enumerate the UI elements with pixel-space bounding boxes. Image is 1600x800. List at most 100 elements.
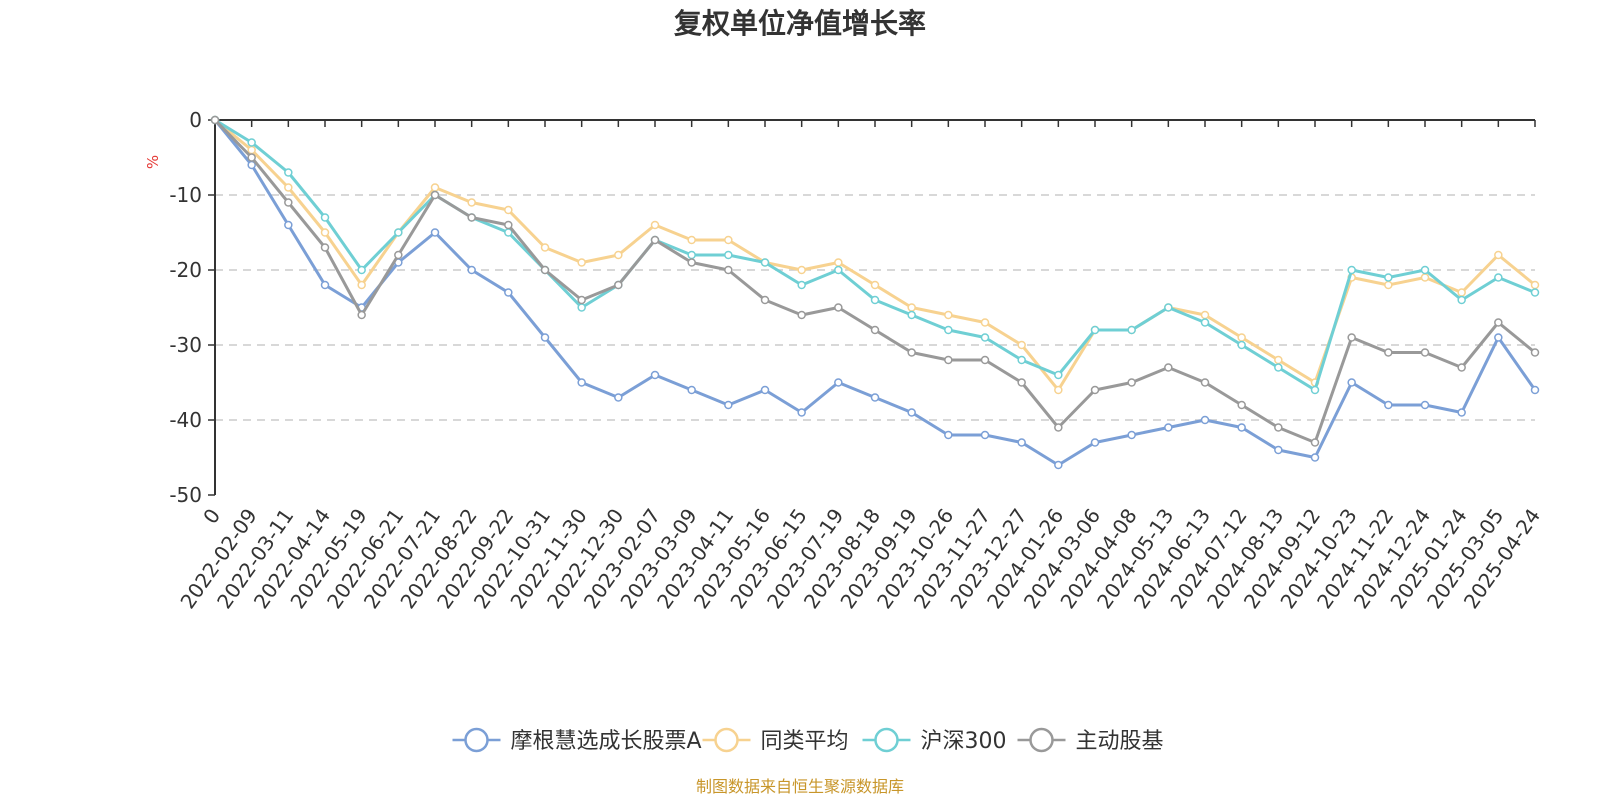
data-point bbox=[1494, 318, 1503, 327]
data-point bbox=[540, 333, 550, 342]
data-point bbox=[614, 280, 623, 290]
data-point bbox=[1420, 348, 1430, 357]
data-point bbox=[797, 408, 806, 417]
data-point bbox=[907, 310, 916, 320]
data-point bbox=[1274, 363, 1283, 372]
data-point bbox=[797, 280, 806, 290]
data-point bbox=[540, 265, 550, 275]
x-tick-label: 0 bbox=[198, 504, 225, 528]
data-point bbox=[1530, 348, 1540, 357]
data-point bbox=[1384, 348, 1393, 357]
data-point bbox=[1457, 295, 1466, 305]
data-point bbox=[724, 250, 733, 260]
data-point bbox=[577, 295, 586, 305]
data-point bbox=[1200, 378, 1210, 387]
data-point bbox=[430, 190, 440, 200]
data-point bbox=[1200, 415, 1210, 425]
legend-marker bbox=[1029, 727, 1054, 753]
data-point bbox=[760, 258, 770, 267]
data-point bbox=[1127, 325, 1136, 335]
data-point bbox=[907, 303, 916, 312]
data-point bbox=[1420, 265, 1430, 275]
legend-marker bbox=[874, 727, 899, 753]
data-point bbox=[394, 250, 403, 260]
series-group bbox=[210, 115, 1540, 395]
data-point bbox=[1054, 370, 1063, 380]
legend-label: 同类平均 bbox=[761, 729, 849, 754]
data-point bbox=[284, 220, 293, 230]
y-tick-label: -10 bbox=[169, 183, 202, 207]
data-point bbox=[247, 145, 256, 155]
data-point bbox=[320, 280, 330, 290]
data-point bbox=[1127, 430, 1136, 440]
data-point bbox=[1494, 250, 1503, 260]
data-point bbox=[1384, 400, 1393, 410]
data-point bbox=[870, 280, 880, 290]
legend-label: 摩根慧选成长股票A bbox=[511, 729, 702, 754]
data-point bbox=[1200, 310, 1210, 320]
data-point bbox=[1530, 280, 1540, 290]
data-point bbox=[1237, 400, 1246, 410]
data-point bbox=[430, 228, 440, 237]
data-point bbox=[944, 325, 953, 335]
legend-marker bbox=[464, 727, 489, 753]
series-line bbox=[214, 118, 1536, 392]
data-point bbox=[834, 378, 843, 387]
legend: 摩根慧选成长股票A 同类平均 沪深300 主动股基 bbox=[452, 727, 1164, 754]
series-line bbox=[214, 118, 1536, 392]
data-point bbox=[650, 235, 660, 245]
data-point bbox=[1017, 340, 1026, 350]
data-point bbox=[1054, 460, 1063, 470]
y-tick-label: -20 bbox=[169, 258, 202, 282]
data-point bbox=[467, 213, 476, 222]
data-point bbox=[907, 348, 916, 357]
data-point bbox=[320, 243, 330, 252]
data-point bbox=[1090, 325, 1100, 335]
data-point bbox=[1237, 423, 1246, 432]
data-point bbox=[1237, 333, 1246, 342]
data-point bbox=[1530, 288, 1540, 297]
data-point bbox=[467, 198, 476, 207]
data-point bbox=[1494, 273, 1503, 282]
data-point bbox=[1457, 363, 1466, 372]
data-point bbox=[1274, 355, 1283, 365]
legend-item: 摩根慧选成长股票A bbox=[452, 727, 702, 754]
data-point bbox=[797, 265, 806, 275]
data-point bbox=[504, 288, 513, 297]
data-point bbox=[980, 333, 990, 342]
y-tick-label: -40 bbox=[169, 408, 202, 432]
data-point bbox=[687, 258, 696, 267]
data-point bbox=[1200, 318, 1210, 327]
data-point bbox=[1457, 408, 1466, 417]
data-point bbox=[1017, 438, 1026, 447]
data-point bbox=[1164, 423, 1173, 432]
data-point bbox=[980, 355, 990, 365]
data-point bbox=[1090, 438, 1100, 447]
data-point bbox=[980, 430, 990, 440]
data-point bbox=[944, 310, 953, 320]
legend-item: 主动股基 bbox=[1017, 727, 1164, 754]
data-point bbox=[320, 213, 330, 222]
data-point bbox=[944, 355, 953, 365]
data-point bbox=[467, 265, 476, 275]
y-tick-label: -30 bbox=[169, 333, 202, 357]
data-point bbox=[687, 385, 696, 395]
data-point bbox=[504, 220, 513, 230]
data-point bbox=[797, 310, 806, 320]
data-point bbox=[357, 265, 366, 275]
data-point bbox=[650, 220, 660, 230]
legend-label: 主动股基 bbox=[1076, 729, 1164, 754]
data-point bbox=[1310, 438, 1320, 447]
data-point bbox=[577, 258, 586, 267]
legend-item: 沪深300 bbox=[862, 727, 1007, 754]
axes: 0-10-20-30-40-5002022-02-092022-03-11202… bbox=[169, 108, 1545, 613]
legend-marker bbox=[714, 727, 739, 753]
data-point bbox=[1090, 385, 1100, 395]
data-point bbox=[284, 168, 293, 177]
y-axis-unit: % bbox=[144, 155, 162, 169]
data-point bbox=[540, 243, 550, 252]
series-lines bbox=[210, 115, 1540, 470]
data-point bbox=[1420, 273, 1430, 282]
legend-item: 同类平均 bbox=[702, 727, 849, 754]
